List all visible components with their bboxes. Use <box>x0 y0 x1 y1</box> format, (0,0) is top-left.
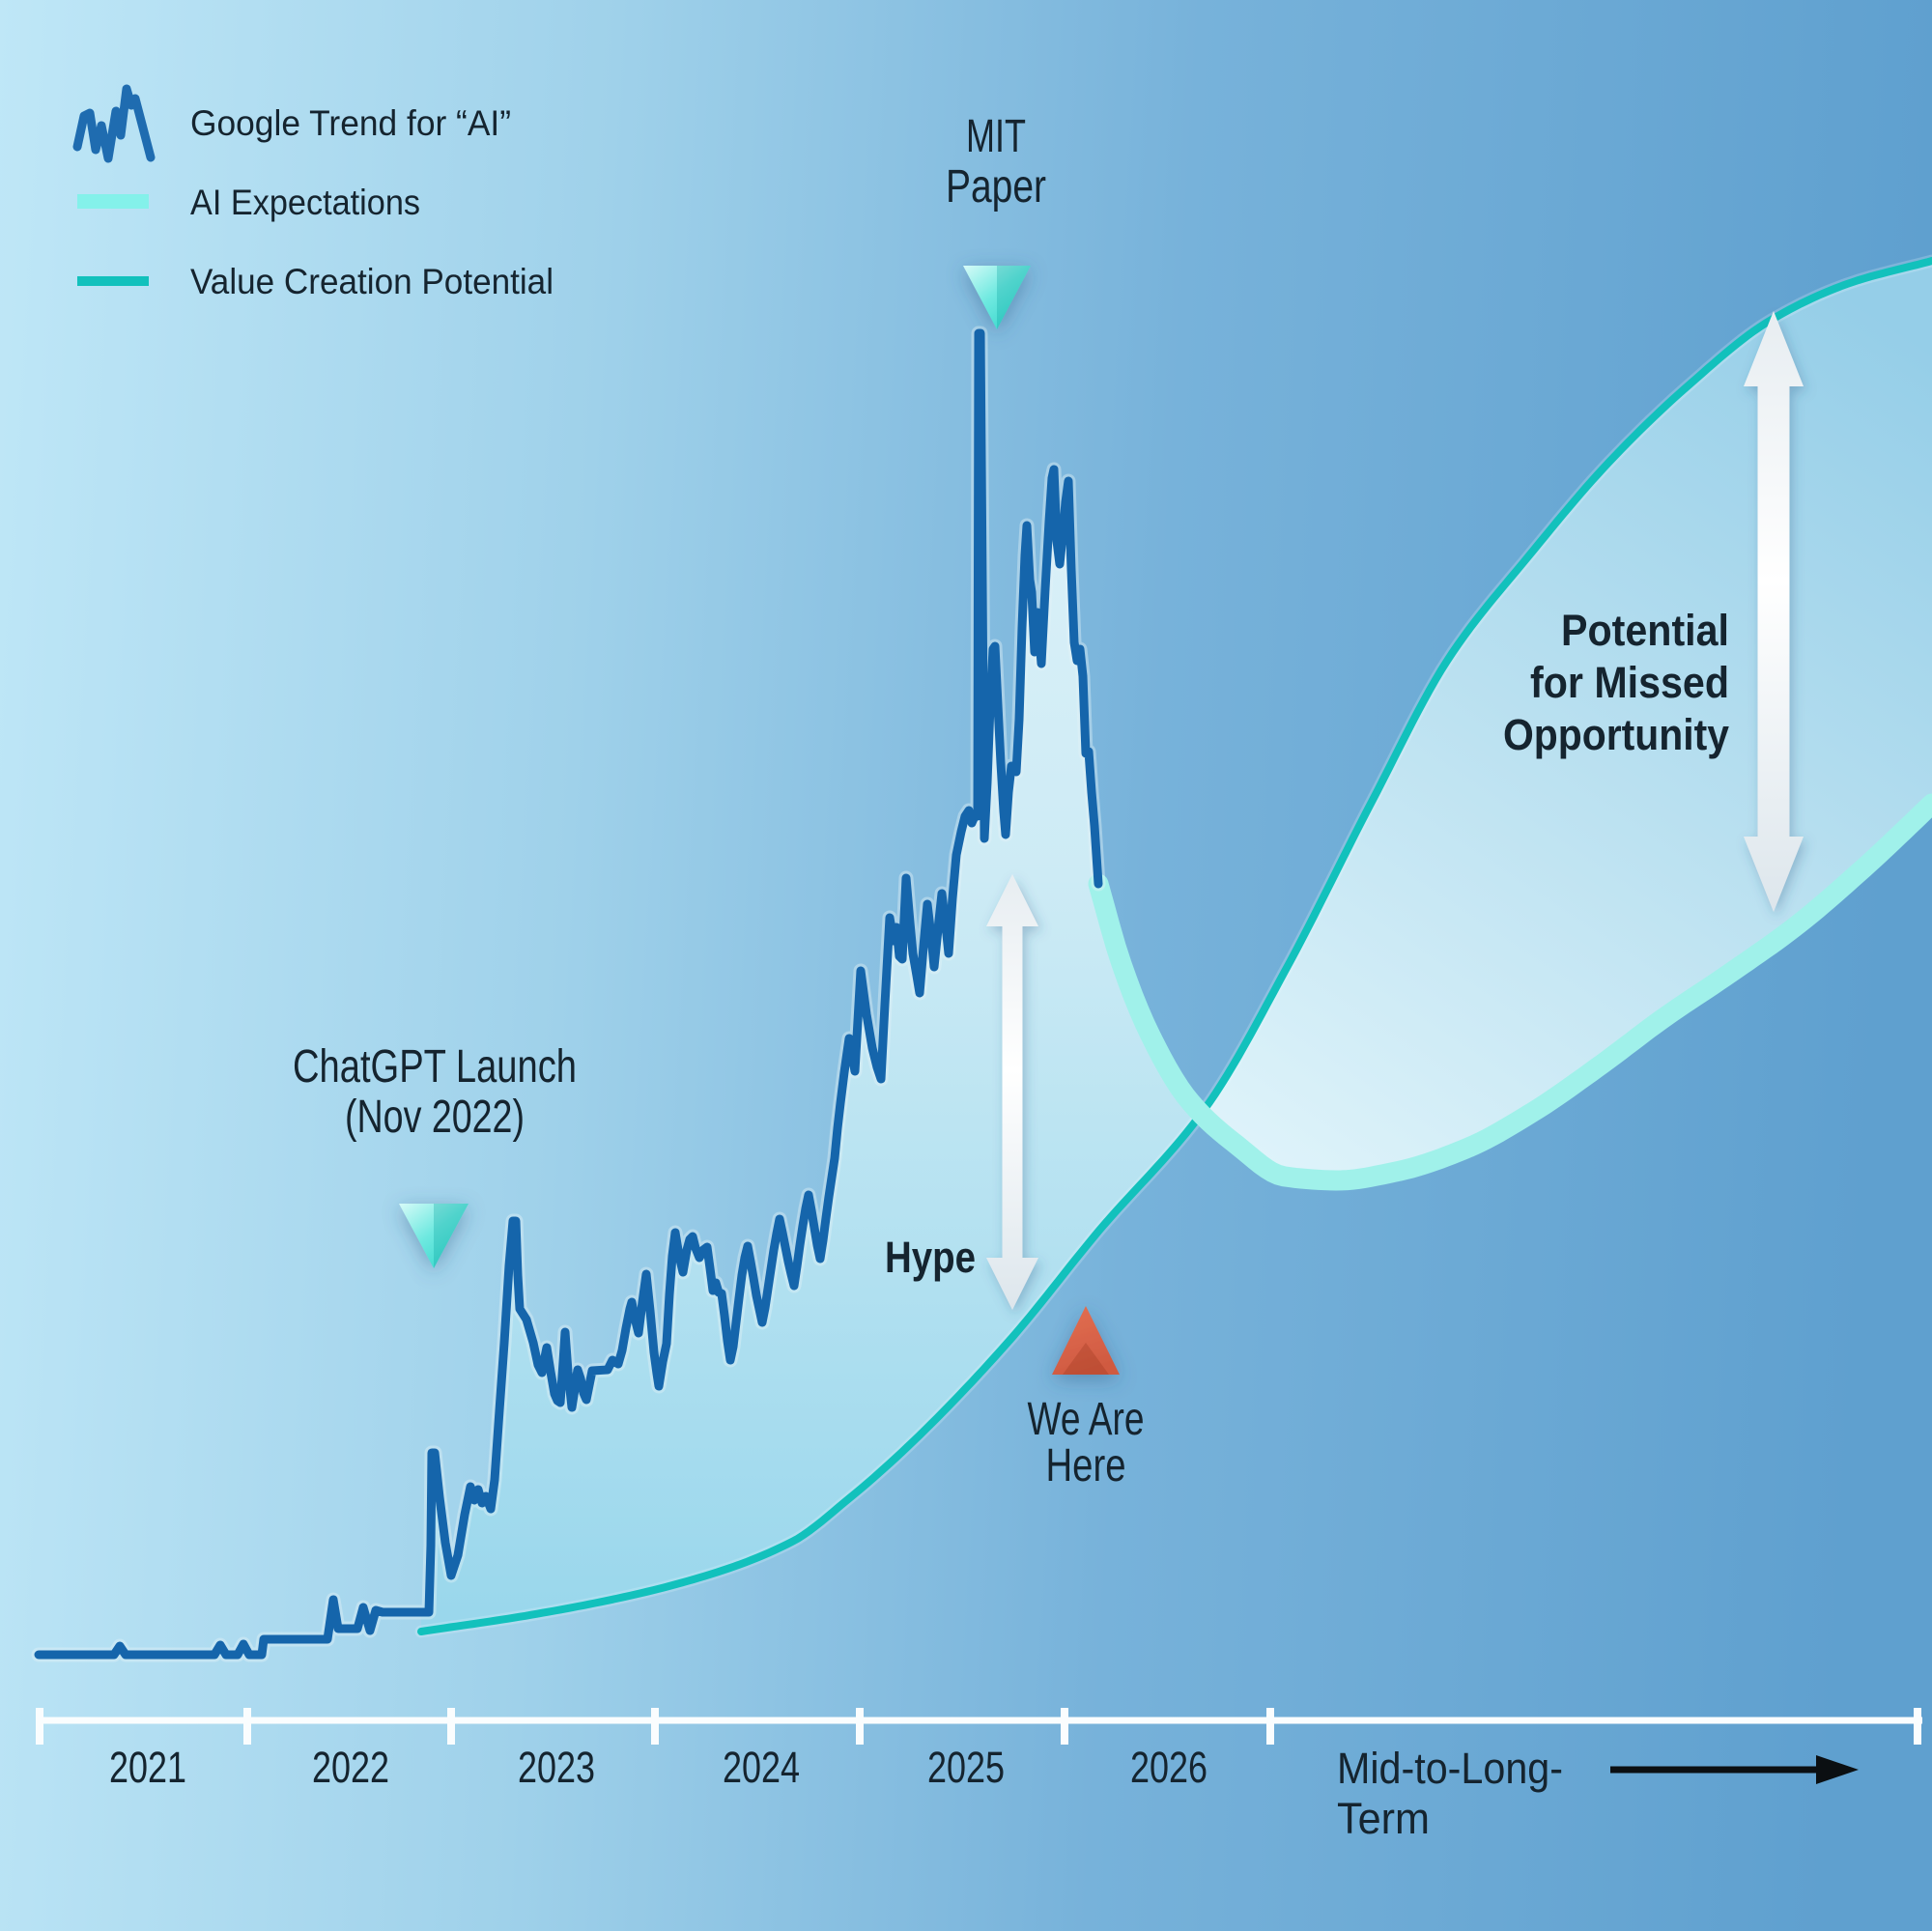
svg-text:Term: Term <box>1337 1794 1430 1843</box>
svg-text:Value Creation Potential: Value Creation Potential <box>190 262 554 301</box>
svg-text:AI Expectations: AI Expectations <box>190 183 420 222</box>
svg-text:Paper: Paper <box>946 161 1046 213</box>
svg-text:Google Trend for “AI”: Google Trend for “AI” <box>190 103 511 143</box>
svg-text:2023: 2023 <box>518 1743 595 1792</box>
svg-text:Mid-to-Long-: Mid-to-Long- <box>1337 1744 1563 1793</box>
svg-text:(Nov 2022): (Nov 2022) <box>345 1092 525 1143</box>
svg-text:Opportunity: Opportunity <box>1503 710 1729 759</box>
svg-text:2021: 2021 <box>109 1743 186 1792</box>
svg-text:for Missed: for Missed <box>1530 658 1729 707</box>
svg-text:Hype: Hype <box>885 1233 976 1282</box>
svg-text:MIT: MIT <box>966 111 1026 162</box>
svg-text:We Are: We Are <box>1028 1394 1145 1445</box>
svg-text:Potential: Potential <box>1561 606 1729 655</box>
svg-text:2026: 2026 <box>1130 1743 1208 1792</box>
svg-text:2022: 2022 <box>312 1743 389 1792</box>
svg-text:ChatGPT Launch: ChatGPT Launch <box>293 1041 577 1093</box>
svg-text:2025: 2025 <box>927 1743 1005 1792</box>
svg-text:2024: 2024 <box>723 1743 800 1792</box>
svg-text:Here: Here <box>1046 1440 1126 1491</box>
